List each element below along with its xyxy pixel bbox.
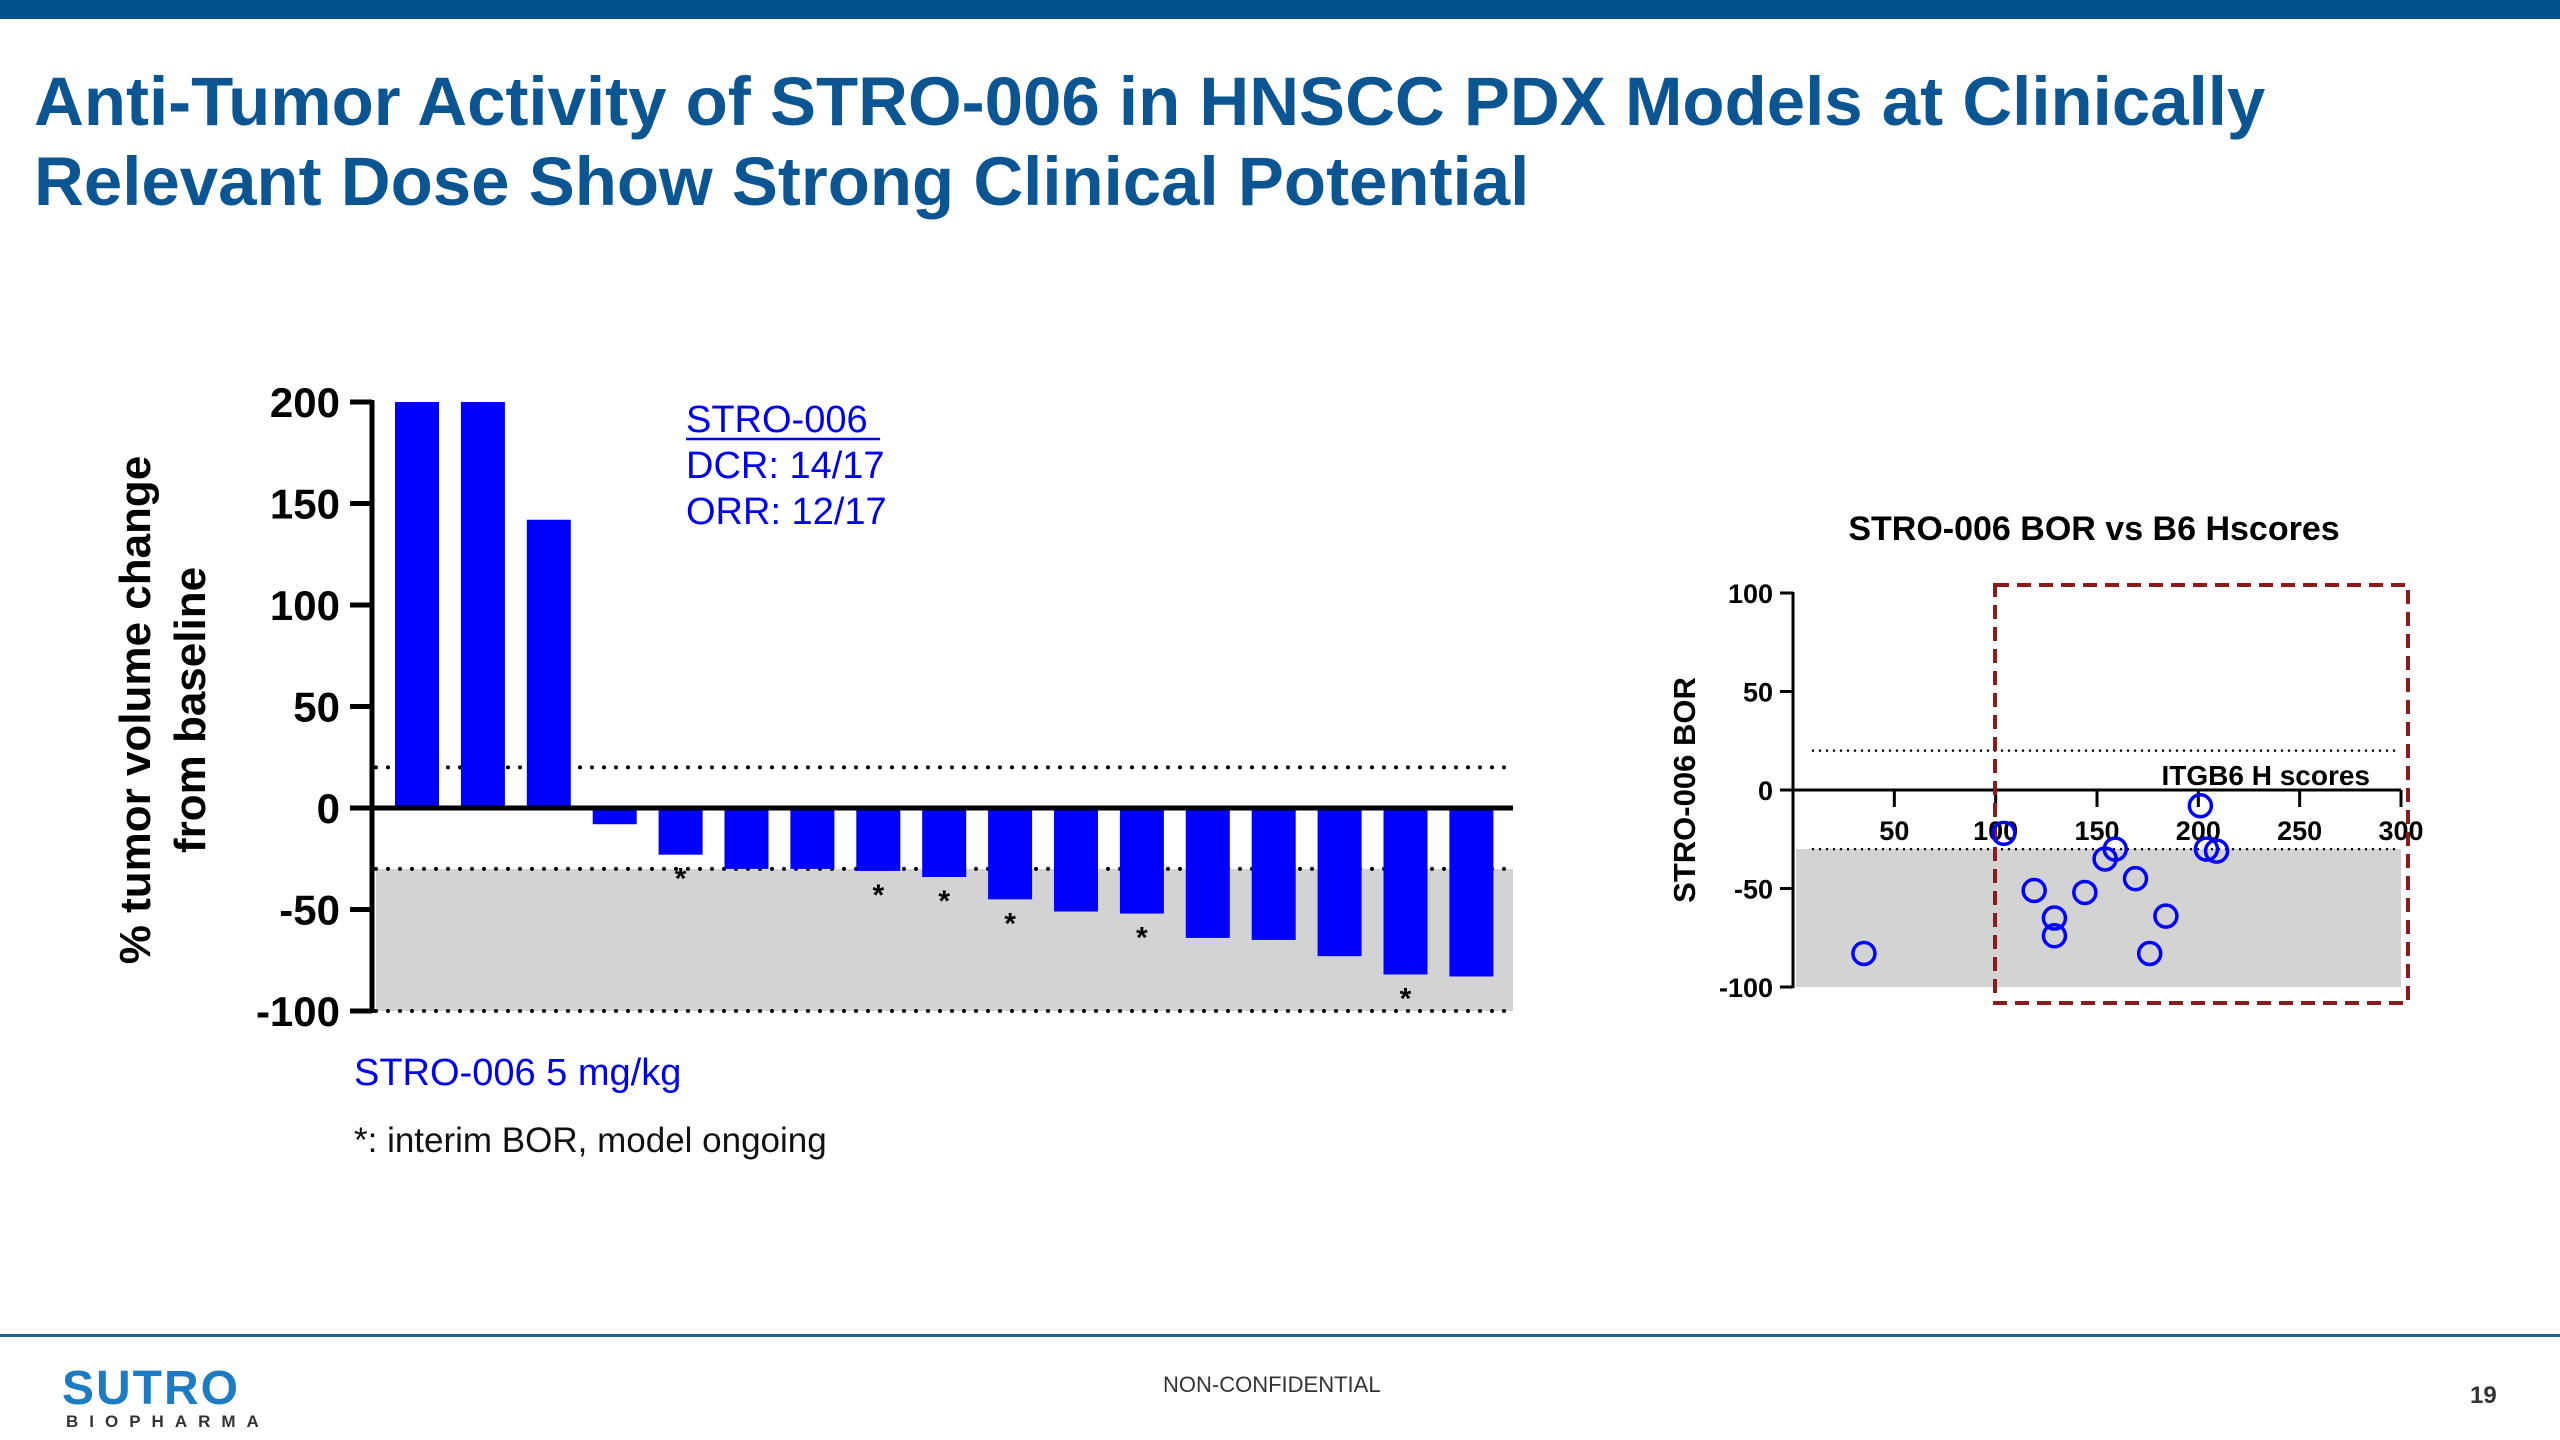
bar [1185, 808, 1230, 938]
annotation-heading: STRO-006 [686, 399, 868, 441]
bar [1054, 808, 1098, 912]
bar [1119, 808, 1164, 914]
bar [592, 808, 637, 825]
y-tick-label: 200 [270, 379, 340, 426]
annotation-orr: ORR: 12/17 [686, 491, 887, 533]
scatter-x-tick-label: 250 [2277, 816, 2322, 846]
classification-label: NON-CONFIDENTIAL [1163, 1372, 1381, 1397]
bar [922, 808, 967, 878]
y-tick-label: 50 [293, 684, 340, 731]
bar [790, 808, 835, 869]
y-tick-label: -100 [256, 988, 340, 1035]
slide-title-line-1: Anti-Tumor Activity of STRO-006 in HNSCC… [34, 63, 2266, 140]
scatter-y-tick-label: 100 [1728, 579, 1773, 609]
scatter-point [2136, 940, 2163, 967]
logo-subtitle: BIOPHARMA [66, 1412, 270, 1431]
footer-divider [0, 1334, 2560, 1337]
interim-marker: * [872, 879, 884, 912]
interim-marker: * [675, 863, 687, 896]
scatter-point [2193, 836, 2220, 862]
bar [526, 519, 571, 808]
bar [1383, 808, 1428, 975]
y-axis-label-line-2: from baseline [166, 567, 215, 853]
scatter-point [2187, 793, 2214, 819]
top-brand-bar [0, 0, 2560, 19]
bar [460, 402, 505, 808]
scatter-point [2021, 877, 2047, 904]
bar [395, 402, 439, 808]
bar [658, 808, 703, 855]
scatter-y-label: STRO-006 BOR [1667, 677, 1702, 903]
scatter-x-tick-label: 300 [2378, 816, 2423, 846]
slide-title-line-2: Relevant Dose Show Strong Clinical Poten… [34, 143, 1530, 220]
waterfall-bar-chart: 200 150 100 50 0 -50 -100 * * * * * * % tumor volum… [111, 379, 1515, 1160]
logo-wordmark: SUTRO [62, 1362, 240, 1415]
scatter-point [2041, 923, 2068, 949]
y-tick-label: 0 [317, 785, 340, 832]
scatter-point [2072, 879, 2098, 906]
scatter-point [1851, 940, 1877, 967]
bar [856, 808, 901, 871]
bar [724, 808, 769, 869]
scatter-point [2102, 836, 2128, 862]
scatter-shaded-region [1796, 849, 2401, 987]
bar [988, 808, 1033, 900]
legend-label: STRO-006 5 mg/kg [354, 1052, 681, 1094]
y-tick-label: 100 [270, 582, 340, 629]
annotation-dcr: DCR: 14/17 [686, 445, 885, 487]
y-tick-label: 150 [270, 481, 340, 528]
interim-marker: * [1004, 907, 1016, 940]
scatter-point [2153, 903, 2179, 929]
scatter-point [2041, 905, 2068, 931]
company-logo: SUTRO BIOPHARMA [62, 1362, 270, 1433]
page-number: 19 [2470, 1382, 2497, 1409]
highlight-dashed-box [1993, 583, 2410, 1005]
bar [1317, 808, 1362, 957]
interim-marker: * [1400, 982, 1412, 1015]
scatter-y-tick-label: -50 [1734, 875, 1773, 905]
scatter-y-tick-label: 50 [1743, 678, 1773, 708]
bar [1449, 808, 1494, 977]
scatter-title: STRO-006 BOR vs B6 Hscores [1848, 510, 2339, 548]
bar [1251, 808, 1296, 940]
footnote: *: interim BOR, model ongoing [354, 1121, 827, 1160]
scatter-x-label: ITGB6 H scores [2161, 760, 2370, 791]
scatter-y-tick-label: -100 [1719, 973, 1773, 1003]
scatter-y-tick-label: 0 [1758, 776, 1773, 806]
y-axis-label-line-1: % tumor volume change [111, 456, 160, 965]
scatter-x-tick-label: 150 [2074, 816, 2119, 846]
interim-marker: * [938, 885, 950, 918]
interim-marker: * [1136, 922, 1148, 955]
scatter-point [2122, 865, 2149, 892]
scatter-point [2203, 838, 2230, 864]
scatter-x-tick-label: 50 [1879, 816, 1909, 846]
y-tick-label: -50 [279, 887, 340, 934]
scatter-point [1991, 820, 2017, 847]
slide-title: Anti-Tumor Activity of STRO-006 in HNSCC… [34, 62, 2534, 222]
